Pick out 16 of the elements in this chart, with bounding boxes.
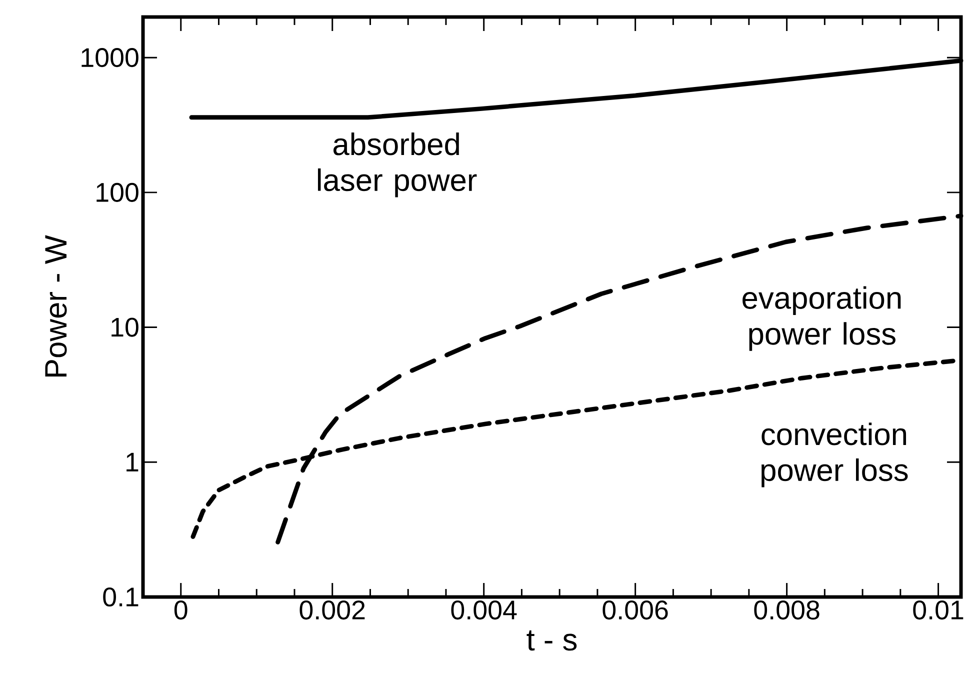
annotation: convection power loss [762,422,908,488]
x-tick-label: 0.002 [300,600,365,620]
x-axis-title: t - s [526,630,577,651]
x-tick-label: 0.006 [602,600,668,620]
annotation: absorbed laser power [318,132,477,198]
y-tick-label: 100 [96,182,138,202]
y-tick-label: 1000 [82,48,138,68]
y-tick-label: 10 [112,318,138,337]
x-tick-label: 0 [174,600,188,620]
annotation: evaporation power loss [742,286,901,351]
y-tick-label: 1 [126,452,138,472]
x-tick-label: 0.008 [754,600,820,620]
x-tick-label: 0.01 [913,600,964,620]
x-tick-label: 0.004 [451,600,517,620]
y-axis-title: Power - W [45,235,67,377]
y-tick-label: 0.1 [103,587,138,607]
